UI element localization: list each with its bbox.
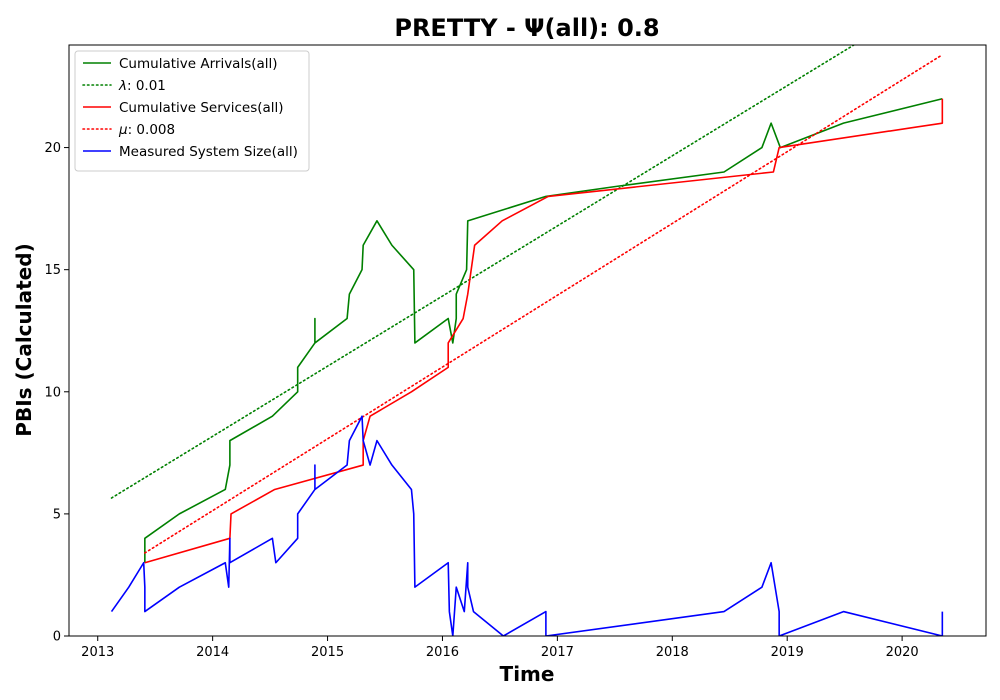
x-tick-label: 2018 [656,645,689,660]
x-tick-label: 2016 [426,645,459,660]
y-tick-label: 15 [44,263,61,278]
x-tick-label: 2014 [196,645,229,660]
legend-symbol: λ [118,78,127,94]
x-tick-label: 2020 [886,645,919,660]
y-tick-label: 0 [53,630,61,645]
legend-value: : 0.01 [127,78,166,94]
series-line-3 [144,53,944,554]
legend-name: Cumulative Services(all) [119,100,284,116]
series-line-2 [144,98,944,564]
chart-title: PRETTY - Ψ(all): 0.8 [394,14,659,42]
legend-label: λ: 0.01 [118,78,166,94]
x-tick-label: 2015 [311,645,344,660]
series-line-1 [110,45,855,499]
x-tick-label: 2017 [541,645,574,660]
y-axis-title: PBIs (Calculated) [12,243,36,436]
legend-name: Measured System Size(all) [119,144,298,160]
y-tick-label: 5 [53,507,61,522]
series-layer [110,45,944,636]
y-tick-label: 10 [44,385,61,400]
legend-label: μ: 0.008 [118,122,175,138]
x-tick-label: 2013 [81,645,114,660]
y-tick-label: 20 [44,141,61,156]
legend-label: Cumulative Arrivals(all) [119,56,278,72]
plot-frame [68,44,987,637]
series-line-4 [110,415,944,636]
legend-box [74,50,310,172]
legend: Cumulative Arrivals(all) λ: 0.01 Cumulativ… [74,50,310,172]
legend-symbol: μ [118,122,128,138]
legend-label: Measured System Size(all) [119,144,298,160]
series-line-0 [144,97,943,563]
legend-value: : 0.008 [128,122,176,138]
y-axis: 0 5 10 15 20 [44,141,69,645]
legend-name: Cumulative Arrivals(all) [119,56,278,72]
x-axis: 2013 2014 2015 2016 2017 2018 2019 2020 [81,636,919,660]
legend-label: Cumulative Services(all) [119,100,284,116]
x-tick-label: 2019 [771,645,804,660]
x-axis-title: Time [500,662,555,686]
